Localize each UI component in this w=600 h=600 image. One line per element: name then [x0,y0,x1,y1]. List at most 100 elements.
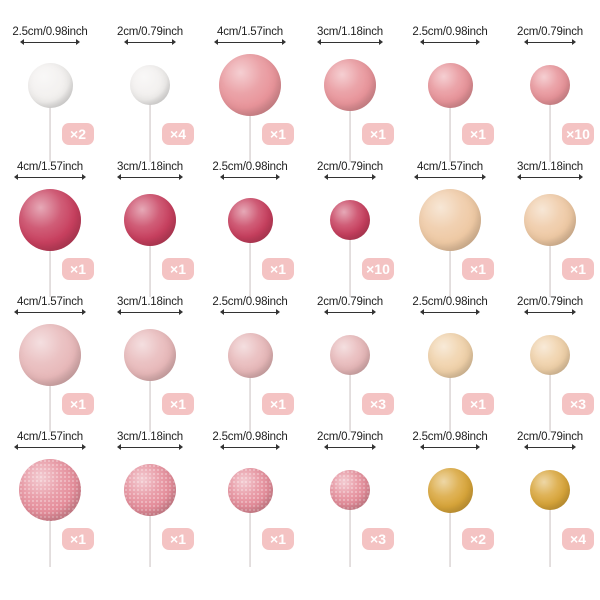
product-cell: 3cm/1.18inch ×1 [100,296,200,446]
topper-ball [124,194,176,246]
dimension-arrow [14,174,86,180]
topper-ball [219,54,281,116]
quantity-badge: ×4 [562,528,594,550]
topper-ball [530,470,570,510]
product-cell: 3cm/1.18inch ×1 [500,161,600,311]
topper-stick [249,238,251,297]
dimension-arrow [324,444,376,450]
product-cell: 3cm/1.18inch ×1 [100,161,200,311]
topper-stick [149,242,151,297]
topper-stick [349,236,351,297]
dimension-arrow [220,174,280,180]
topper-ball [330,335,370,375]
dimension-arrow [420,444,480,450]
dimension-arrow [214,39,286,45]
size-label: 2cm/0.79inch [317,431,383,443]
product-cell: 2cm/0.79inch ×10 [500,26,600,176]
topper-ball [419,189,481,251]
topper-stick [49,382,51,432]
topper-ball [124,464,176,516]
size-label: 2.5cm/0.98inch [212,296,288,308]
quantity-badge: ×1 [262,393,294,415]
size-label: 4cm/1.57inch [217,26,283,38]
topper-ball [427,467,473,513]
product-cell: 2cm/0.79inch ×4 [500,431,600,581]
quantity-badge: ×1 [462,393,494,415]
quantity-badge: ×2 [62,123,94,145]
size-label: 2cm/0.79inch [317,161,383,173]
dimension-arrow [14,309,86,315]
topper-ball [227,197,273,243]
size-label: 2cm/0.79inch [517,296,583,308]
product-cell: 2cm/0.79inch ×10 [300,161,400,311]
quantity-badge: ×4 [162,123,194,145]
dimension-arrow [14,444,86,450]
dimension-arrow [317,39,383,45]
quantity-badge: ×3 [362,528,394,550]
quantity-badge: ×10 [362,258,394,280]
topper-ball [227,332,273,378]
topper-stick [349,506,351,567]
quantity-badge: ×1 [162,393,194,415]
topper-ball [530,65,570,105]
quantity-badge: ×1 [262,258,294,280]
product-cell: 2.5cm/0.98inch ×1 [200,161,300,311]
topper-stick [249,112,251,162]
product-cell: 2.5cm/0.98inch ×1 [400,26,500,176]
dimension-arrow [117,174,183,180]
size-label: 4cm/1.57inch [17,161,83,173]
topper-stick [449,508,451,567]
size-label: 2cm/0.79inch [517,431,583,443]
dimension-arrow [420,39,480,45]
product-cell: 2cm/0.79inch ×3 [300,431,400,581]
quantity-badge: ×1 [62,528,94,550]
topper-stick [349,107,351,162]
product-cell: 2.5cm/0.98inch ×2 [400,431,500,581]
size-label: 3cm/1.18inch [517,161,583,173]
topper-stick [149,101,151,162]
topper-stick [49,247,51,297]
dimension-arrow [124,39,176,45]
quantity-badge: ×1 [262,123,294,145]
dimension-arrow [324,309,376,315]
topper-ball [427,332,473,378]
topper-stick [549,242,551,297]
size-label: 2cm/0.79inch [317,296,383,308]
dimension-arrow [117,444,183,450]
product-cell: 2cm/0.79inch ×3 [500,296,600,446]
topper-stick [449,373,451,432]
quantity-badge: ×1 [62,393,94,415]
topper-ball [330,470,370,510]
topper-stick [549,371,551,432]
quantity-badge: ×1 [62,258,94,280]
size-label: 2cm/0.79inch [117,26,183,38]
topper-ball [19,459,81,521]
dimension-arrow [517,174,583,180]
size-label: 3cm/1.18inch [117,431,183,443]
size-label: 3cm/1.18inch [117,161,183,173]
size-label: 3cm/1.18inch [117,296,183,308]
dimension-arrow [524,309,576,315]
product-cell: 2.5cm/0.98inch ×1 [200,431,300,581]
topper-stick [49,517,51,567]
size-label: 4cm/1.57inch [17,296,83,308]
topper-stick [149,377,151,432]
size-label: 2.5cm/0.98inch [412,296,488,308]
topper-ball [130,65,170,105]
product-cell: 3cm/1.18inch ×1 [300,26,400,176]
size-label: 4cm/1.57inch [417,161,483,173]
dimension-arrow [20,39,80,45]
quantity-badge: ×1 [162,258,194,280]
quantity-badge: ×1 [162,528,194,550]
topper-ball [524,194,576,246]
dimension-arrow [220,444,280,450]
topper-stick [549,101,551,162]
quantity-badge: ×1 [262,528,294,550]
product-cell: 3cm/1.18inch ×1 [100,431,200,581]
topper-stick [249,508,251,567]
product-cell: 2.5cm/0.98inch ×1 [200,296,300,446]
quantity-badge: ×1 [462,258,494,280]
topper-stick [249,373,251,432]
dimension-arrow [524,444,576,450]
